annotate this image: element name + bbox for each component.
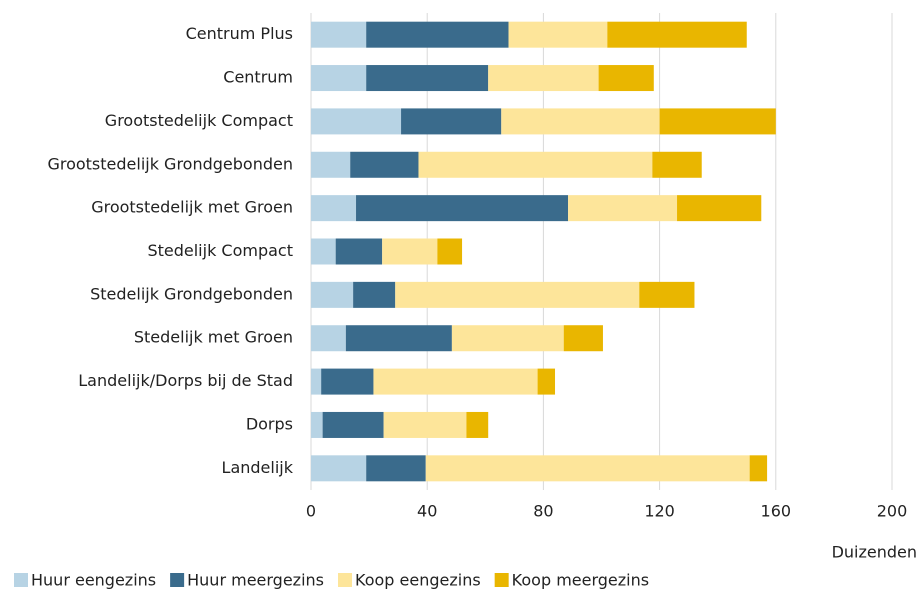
x-tick-label: 80 [533, 502, 553, 521]
bar-segment [311, 21, 367, 48]
legend-swatch [170, 573, 185, 587]
bar-segment [563, 325, 603, 352]
bar-segment [311, 195, 357, 222]
bar-segment [401, 108, 502, 135]
legend-label: Huur meergezins [187, 571, 324, 590]
bar-segment [311, 411, 323, 438]
y-tick-label: Grootstedelijk Grondgebonden [47, 154, 293, 173]
bar-segment [311, 238, 336, 265]
bar-segment [568, 195, 678, 222]
bar-segment [311, 65, 367, 92]
bar-segment [311, 151, 351, 178]
y-tick-label: Landelijk [222, 458, 294, 477]
x-tick-label: 160 [761, 502, 792, 521]
bar-segment [425, 455, 750, 482]
bar-segment [356, 195, 569, 222]
bar-segment [383, 411, 467, 438]
bar-segment [598, 65, 654, 92]
bar-segment [311, 281, 354, 308]
bar-segment [373, 368, 538, 395]
bar-segment [677, 195, 762, 222]
y-tick-label: Dorps [246, 414, 293, 433]
legend-label: Koop meergezins [512, 571, 649, 590]
bar-segment [353, 281, 396, 308]
bar-segment [322, 411, 384, 438]
y-tick-label: Grootstedelijk Compact [105, 111, 293, 130]
y-tick-label: Stedelijk Compact [147, 241, 293, 260]
x-tick-label: 200 [877, 502, 908, 521]
x-tick-label: 0 [306, 502, 316, 521]
bar-segment [311, 368, 322, 395]
bar-segment [345, 325, 452, 352]
y-tick-label: Centrum [223, 68, 293, 87]
y-tick-label: Stedelijk Grondgebonden [90, 284, 293, 303]
bar-segment [382, 238, 438, 265]
bar-segment [749, 455, 768, 482]
x-tick-label: 40 [417, 502, 437, 521]
bar-segment [652, 151, 702, 178]
legend-swatch [494, 573, 509, 587]
bar-segment [659, 108, 776, 135]
legend-swatch [338, 573, 352, 587]
x-axis-label: Duizenden [832, 543, 917, 562]
bar-segment [311, 325, 346, 352]
legend-label: Huur eengezins [31, 571, 156, 590]
bar-segment [451, 325, 564, 352]
bar-segment [488, 65, 599, 92]
bar-segment [639, 281, 695, 308]
bar-segment [437, 238, 463, 265]
y-tick-label: Landelijk/Dorps bij de Stad [78, 371, 293, 390]
bar-segment [311, 455, 367, 482]
bar-segment [501, 108, 660, 135]
y-tick-label: Grootstedelijk met Groen [91, 198, 293, 217]
y-tick-label: Centrum Plus [186, 24, 293, 43]
legend-swatch [14, 573, 28, 587]
bar-segment [321, 368, 374, 395]
bar-segment [607, 21, 747, 48]
bar-segment [366, 455, 426, 482]
bar-segment [395, 281, 640, 308]
bar-segment [311, 108, 402, 135]
legend-label: Koop eengezins [355, 571, 481, 590]
bar-segment [335, 238, 383, 265]
bar-segment [537, 368, 556, 395]
bar-segment [350, 151, 419, 178]
bar-segment [366, 21, 509, 48]
bar-segment [418, 151, 653, 178]
bar-segment [466, 411, 489, 438]
bar-segment [366, 65, 489, 92]
x-tick-label: 120 [644, 502, 675, 521]
bar-segment [508, 21, 608, 48]
y-tick-label: Stedelijk met Groen [134, 328, 293, 347]
